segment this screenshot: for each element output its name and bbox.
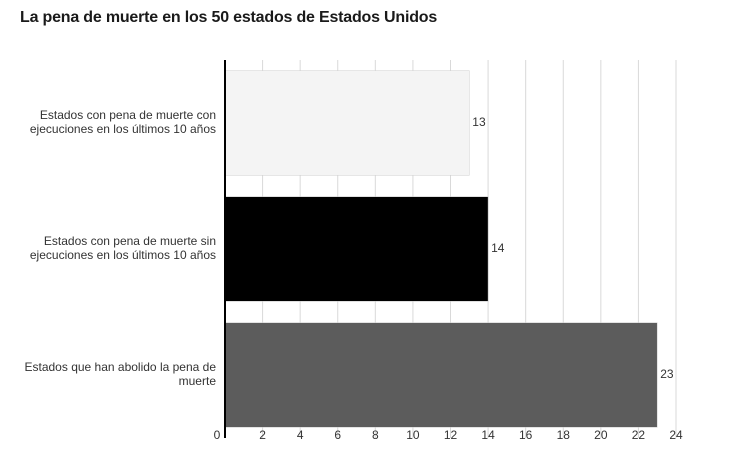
x-tick-label: 18 [557,428,571,442]
bars [224,70,658,428]
bar [224,196,489,302]
bar [224,70,470,176]
x-tick-label: 14 [481,428,495,442]
x-tick-label: 0 [214,428,221,442]
x-tick-label: 8 [372,428,379,442]
x-tick-label: 4 [297,428,304,442]
x-tick-label: 16 [519,428,533,442]
category-label: Estados que han abolido la pena de muerte [25,360,217,388]
x-tick-label: 20 [594,428,608,442]
chart-title: La pena de muerte en los 50 estados de E… [20,9,438,26]
data-label: 13 [472,115,486,129]
x-tick-label: 24 [669,428,683,442]
category-label: Estados con pena de muerte con ejecucione… [30,108,216,136]
bar [224,322,658,428]
x-tick-label: 22 [632,428,646,442]
x-tick-label: 10 [406,428,420,442]
x-tick-label: 12 [444,428,458,442]
x-tick-label: 6 [334,428,341,442]
data-label: 14 [491,241,505,255]
x-tick-label: 2 [259,428,266,442]
data-label: 23 [660,367,674,381]
category-label: Estados con pena de muerte sin ejecucione… [30,234,216,262]
